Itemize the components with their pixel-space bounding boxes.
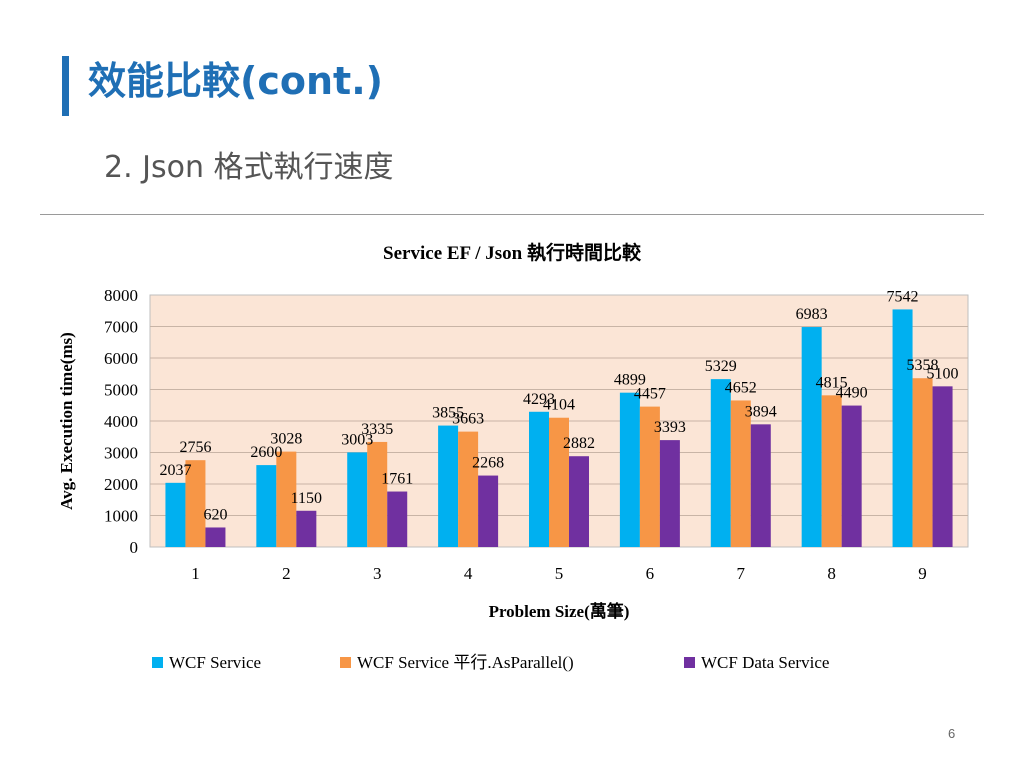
legend-swatch — [340, 657, 351, 668]
x-axis-label: Problem Size(萬筆) — [489, 601, 630, 621]
y-axis-label: Avg. Execution time(ms) — [57, 332, 76, 510]
data-label: 1150 — [291, 490, 322, 507]
bar — [529, 411, 549, 547]
data-label: 4652 — [725, 379, 757, 396]
y-tick-label: 5000 — [104, 381, 138, 400]
bar — [185, 460, 206, 547]
bar — [387, 491, 408, 547]
legend-swatch — [152, 657, 163, 668]
bar — [619, 392, 640, 547]
data-label: 4490 — [836, 385, 868, 402]
data-label: 5329 — [705, 358, 737, 375]
bar — [458, 431, 479, 547]
x-tick-label: 4 — [464, 564, 473, 583]
bar — [296, 510, 317, 547]
data-label: 2037 — [159, 462, 191, 479]
bar — [165, 482, 186, 547]
title-accent-bar — [62, 56, 69, 116]
bar — [659, 440, 680, 547]
x-axis-ticks: 1 2 3 4 5 6 7 8 9 — [191, 564, 927, 583]
x-tick-label: 1 — [191, 564, 200, 583]
legend-label: WCF Service — [169, 653, 261, 672]
y-tick-label: 4000 — [104, 412, 138, 431]
data-label: 4899 — [614, 372, 646, 389]
title-divider — [40, 214, 984, 215]
x-tick-label: 6 — [646, 564, 655, 583]
data-label: 3003 — [341, 431, 373, 448]
x-tick-label: 8 — [827, 564, 836, 583]
data-label: 1761 — [381, 471, 413, 488]
bar — [639, 406, 660, 547]
page-number: 6 — [948, 726, 956, 741]
data-label: 3335 — [361, 421, 393, 438]
y-tick-label: 7000 — [104, 318, 138, 337]
bar — [841, 405, 862, 547]
data-labels: 2037275662026003028115030033335176138553… — [159, 288, 958, 523]
data-label: 2600 — [250, 444, 282, 461]
legend-label: WCF Service 平行.AsParallel() — [357, 653, 574, 672]
bar — [801, 327, 822, 547]
data-label: 2268 — [472, 455, 504, 472]
bar — [478, 475, 499, 547]
bar — [256, 465, 277, 547]
data-label: 4104 — [543, 397, 575, 414]
bar — [710, 379, 731, 547]
bar — [549, 417, 569, 547]
slide-subtitle: 2. Json 格式執行速度 — [104, 150, 394, 185]
data-label: 4293 — [523, 391, 555, 408]
data-label: 6983 — [796, 306, 828, 323]
data-label: 3894 — [745, 403, 777, 420]
data-label: 3855 — [432, 405, 464, 422]
x-tick-label: 3 — [373, 564, 382, 583]
data-label: 2882 — [563, 435, 595, 452]
bar — [205, 527, 226, 547]
bar — [367, 441, 388, 547]
bar — [347, 452, 368, 547]
bar — [750, 424, 771, 547]
y-tick-label: 8000 — [104, 286, 138, 305]
data-label: 2756 — [179, 439, 211, 456]
y-axis-ticks: 0 1000 2000 3000 4000 5000 6000 7000 8000 — [104, 286, 138, 557]
bar — [569, 456, 589, 547]
data-label: 3028 — [270, 431, 302, 448]
y-tick-label: 1000 — [104, 507, 138, 526]
bars — [165, 309, 953, 547]
x-tick-label: 9 — [918, 564, 927, 583]
bar — [821, 395, 842, 547]
bar — [438, 425, 459, 547]
y-tick-label: 3000 — [104, 444, 138, 463]
bar — [276, 451, 297, 547]
data-label: 620 — [203, 506, 227, 523]
bar — [892, 309, 913, 547]
legend: WCF Service WCF Service 平行.AsParallel() WC… — [152, 653, 829, 672]
data-label: 3663 — [452, 411, 484, 428]
x-tick-label: 5 — [555, 564, 564, 583]
slide-title: 效能比較(cont.) — [88, 59, 384, 103]
x-tick-label: 2 — [282, 564, 291, 583]
data-label: 5358 — [907, 357, 939, 374]
bar — [730, 400, 751, 547]
data-label: 4815 — [816, 374, 848, 391]
legend-swatch — [684, 657, 695, 668]
x-tick-label: 7 — [737, 564, 746, 583]
data-label: 4457 — [634, 386, 666, 403]
data-label: 3393 — [654, 419, 686, 436]
chart-title: Service EF / Json 執行時間比較 — [383, 241, 642, 264]
data-label: 7542 — [887, 288, 919, 305]
y-tick-label: 2000 — [104, 475, 138, 494]
y-tick-label: 0 — [130, 538, 139, 557]
data-label: 5100 — [927, 365, 959, 382]
legend-label: WCF Data Service — [701, 653, 829, 672]
y-tick-label: 6000 — [104, 349, 138, 368]
bar — [932, 386, 953, 547]
bar — [912, 378, 933, 547]
